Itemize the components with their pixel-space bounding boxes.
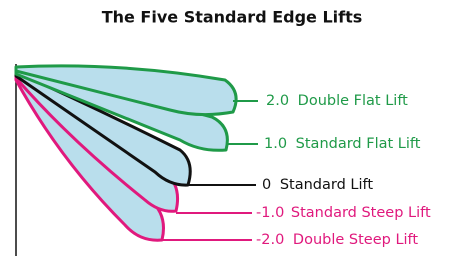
title: The Five Standard Edge Lifts bbox=[102, 8, 363, 27]
lift-value: 1.0 bbox=[264, 136, 287, 152]
diagram: The Five Standard Edge Lifts 2.0 Double … bbox=[0, 0, 462, 256]
lift-value: -1.0 bbox=[256, 205, 284, 221]
lift-name: Double Flat Lift bbox=[298, 93, 408, 109]
lift-label: 0 Standard Lift bbox=[262, 177, 373, 193]
lift-name: Standard Steep Lift bbox=[291, 205, 431, 221]
lift-value: 2.0 bbox=[266, 93, 289, 109]
lift-name: Standard Lift bbox=[280, 177, 374, 193]
lift-value: -2.0 bbox=[256, 232, 284, 248]
lift-label: -2.0 Double Steep Lift bbox=[256, 232, 418, 248]
lift-label: 1.0 Standard Flat Lift bbox=[264, 136, 421, 152]
lift-name: Double Steep Lift bbox=[293, 232, 418, 248]
lift-label: 2.0 Double Flat Lift bbox=[266, 93, 408, 109]
lift-label: -1.0 Standard Steep Lift bbox=[256, 205, 431, 221]
lift-value: 0 bbox=[262, 177, 271, 193]
lift-name: Standard Flat Lift bbox=[296, 136, 421, 152]
